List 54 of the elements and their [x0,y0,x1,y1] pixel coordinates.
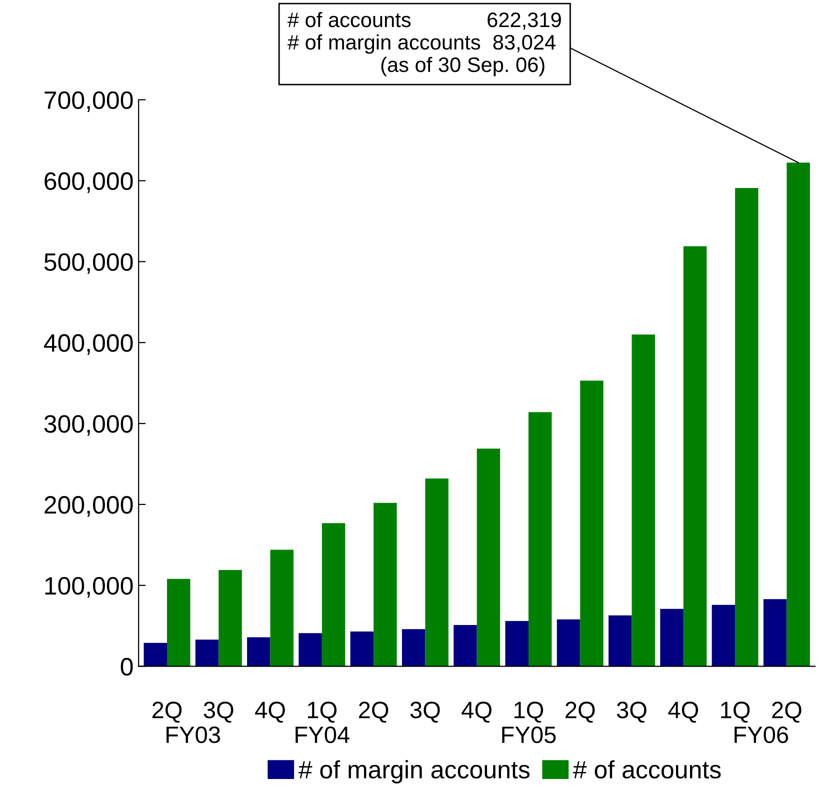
y-tick-label: 100,000 [45,576,133,598]
x-tick-label: 4Q [255,702,285,723]
x-tick-label: 3Q [410,702,440,723]
x-tick-label: 4Q [668,702,698,723]
y-tick-label: 600,000 [44,172,133,193]
x-tick-label: 1Q [514,702,544,723]
bar [454,625,477,666]
bar [632,334,656,666]
x-tick-label: 3Q [616,702,646,723]
legend-label: # of margin accounts [298,760,530,784]
bar [505,621,528,666]
bar [270,550,294,666]
text: FY03 [166,726,220,744]
bar [683,246,707,666]
x-tick-label: 2Q [152,702,182,723]
bar [350,632,374,666]
bar [556,619,580,666]
text: FY06 [734,726,788,744]
text: FY05 [502,726,556,744]
x-tick-label: 1Q [308,702,337,723]
bar [374,502,397,666]
x-tick-label: 1Q [721,702,750,723]
y-tick-label: 700,000 [44,91,133,112]
x-tick-label: 4Q [462,702,492,723]
bar [195,640,219,666]
bar [763,599,787,666]
bar [298,633,322,666]
bar [660,608,684,666]
bar [580,380,604,666]
x-tick-label: 2Q [772,702,802,723]
legend-label: # of accounts [573,760,721,779]
bar [218,570,242,666]
bar [247,637,270,666]
y-tick-label: 500,000 [44,253,133,274]
bar [476,448,500,666]
bar [712,604,736,666]
text: # of accounts 622,319 # of margin accounts 83,024 (as of 30 Sep. 06) [288,12,561,76]
x-tick-label: 2Q [566,702,595,723]
bar [425,478,448,666]
y-tick-label: 400,000 [44,334,133,355]
bar [322,523,346,666]
bar [144,642,168,666]
x-tick-label: 2Q [359,702,388,723]
bar [402,629,426,666]
bar [167,578,190,666]
y-tick-label: 300,000 [44,415,133,436]
bar [735,188,758,666]
y-tick-label: 0 [120,658,133,676]
text: FY04 [296,726,350,744]
bar [528,412,552,666]
bar [608,615,632,666]
y-tick-label: 200,000 [44,496,133,517]
x-tick-label: 3Q [204,702,234,723]
bar [786,162,810,666]
